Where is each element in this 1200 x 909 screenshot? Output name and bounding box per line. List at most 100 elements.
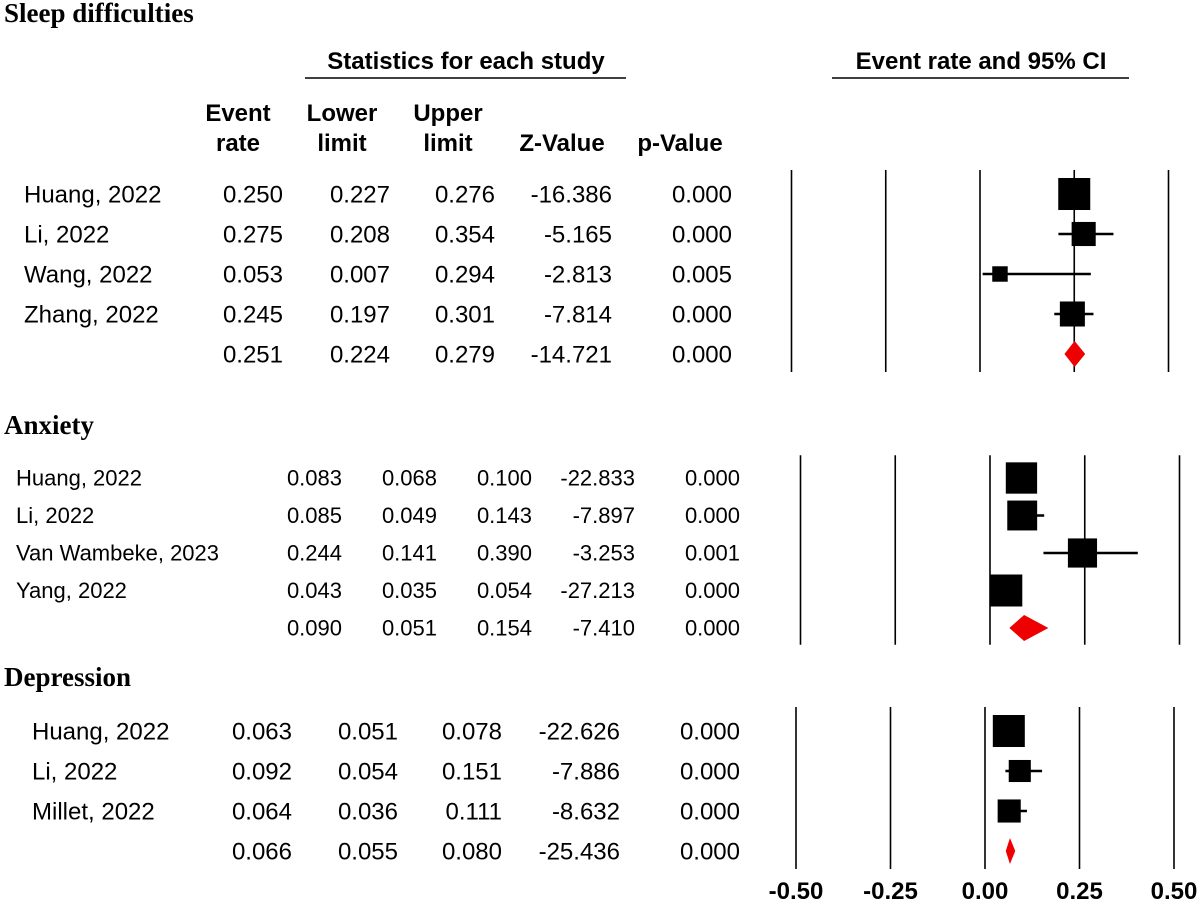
upper-limit-value: 0.279 — [435, 341, 495, 368]
lower-limit-value: 0.007 — [330, 261, 390, 288]
event-rate-value: 0.083 — [287, 466, 342, 491]
ci-header: Event rate and 95% CI — [856, 48, 1107, 75]
upper-limit-value: 0.151 — [442, 758, 502, 785]
lower-limit-value: 0.055 — [338, 838, 398, 865]
effect-marker — [1008, 759, 1031, 783]
upper-limit-value: 0.301 — [435, 301, 495, 328]
summary-diamond — [1064, 341, 1086, 367]
column-header-line1: Lower — [307, 100, 378, 127]
z-value: -7.886 — [552, 758, 620, 785]
x-tick-label: -0.25 — [863, 878, 918, 905]
column-header-line1: Upper — [413, 100, 482, 127]
lower-limit-value: 0.051 — [338, 718, 398, 745]
upper-limit-value: 0.054 — [477, 578, 532, 603]
study-name: Zhang, 2022 — [24, 301, 159, 328]
effect-marker — [1059, 301, 1085, 327]
event-rate-value: 0.043 — [287, 578, 342, 603]
effect-marker — [1067, 538, 1098, 568]
effect-marker — [992, 715, 1025, 747]
lower-limit-value: 0.227 — [330, 181, 390, 208]
study-name: Li, 2022 — [32, 758, 117, 785]
event-rate-value: 0.250 — [223, 181, 283, 208]
x-tick-label: 0.00 — [962, 878, 1009, 905]
event-rate-value: 0.251 — [223, 341, 283, 368]
p-value: 0.000 — [680, 758, 740, 785]
upper-limit-value: 0.111 — [446, 798, 503, 825]
lower-limit-value: 0.141 — [382, 541, 437, 566]
upper-limit-value: 0.390 — [477, 541, 532, 566]
z-value: -25.436 — [539, 838, 620, 865]
lower-limit-value: 0.208 — [330, 221, 390, 248]
study-name: Li, 2022 — [24, 221, 109, 248]
event-rate-value: 0.063 — [232, 718, 292, 745]
lower-limit-value: 0.054 — [338, 758, 398, 785]
column-header-line2: p-Value — [637, 130, 722, 157]
study-name: Li, 2022 — [16, 503, 94, 528]
column-header-line1: Event — [205, 100, 270, 127]
z-value: -14.721 — [531, 341, 612, 368]
panel-title: Depression — [4, 662, 131, 692]
p-value: 0.001 — [685, 541, 740, 566]
event-rate-value: 0.085 — [287, 503, 342, 528]
lower-limit-value: 0.224 — [330, 341, 390, 368]
effect-marker — [1007, 500, 1038, 531]
event-rate-value: 0.066 — [232, 838, 292, 865]
study-name: Huang, 2022 — [32, 718, 169, 745]
effect-marker — [1058, 178, 1091, 210]
z-value: -22.833 — [560, 466, 635, 491]
lower-limit-value: 0.035 — [382, 578, 437, 603]
p-value: 0.000 — [685, 503, 740, 528]
summary-diamond — [1009, 615, 1049, 641]
study-name: Wang, 2022 — [24, 261, 153, 288]
upper-limit-value: 0.354 — [435, 221, 495, 248]
p-value: 0.000 — [680, 798, 740, 825]
panel-title: Anxiety — [4, 410, 94, 440]
p-value: 0.000 — [685, 466, 740, 491]
lower-limit-value: 0.036 — [338, 798, 398, 825]
z-value: -16.386 — [531, 181, 612, 208]
upper-limit-value: 0.100 — [477, 466, 532, 491]
study-name: Van Wambeke, 2023 — [16, 541, 219, 566]
x-tick-label: -0.50 — [769, 878, 824, 905]
effect-marker — [992, 266, 1008, 282]
effect-marker — [990, 574, 1023, 607]
p-value: 0.000 — [680, 718, 740, 745]
effect-marker — [1005, 462, 1038, 494]
z-value: -8.632 — [552, 798, 620, 825]
effect-marker — [997, 799, 1021, 823]
p-value: 0.000 — [685, 616, 740, 641]
p-value: 0.000 — [672, 301, 732, 328]
upper-limit-value: 0.294 — [435, 261, 495, 288]
event-rate-value: 0.064 — [232, 798, 292, 825]
x-tick-label: 0.50 — [1151, 878, 1198, 905]
panel-title: Sleep difficulties — [4, 0, 194, 28]
event-rate-value: 0.244 — [287, 541, 342, 566]
column-header-line2: Z-Value — [519, 130, 604, 157]
x-tick-label: 0.25 — [1056, 878, 1103, 905]
event-rate-value: 0.245 — [223, 301, 283, 328]
study-name: Yang, 2022 — [16, 578, 127, 603]
upper-limit-value: 0.143 — [477, 503, 532, 528]
effect-marker — [1071, 221, 1096, 247]
z-value: -22.626 — [539, 718, 620, 745]
lower-limit-value: 0.051 — [382, 616, 437, 641]
p-value: 0.005 — [672, 261, 732, 288]
column-header-line2: limit — [423, 130, 472, 157]
z-value: -3.253 — [573, 541, 635, 566]
z-value: -5.165 — [544, 221, 612, 248]
z-value: -7.897 — [573, 503, 635, 528]
event-rate-value: 0.092 — [232, 758, 292, 785]
lower-limit-value: 0.068 — [382, 466, 437, 491]
column-header-line2: rate — [216, 130, 260, 157]
upper-limit-value: 0.078 — [442, 718, 502, 745]
study-name: Huang, 2022 — [16, 466, 142, 491]
event-rate-value: 0.090 — [287, 616, 342, 641]
p-value: 0.000 — [672, 181, 732, 208]
p-value: 0.000 — [680, 838, 740, 865]
study-name: Huang, 2022 — [24, 181, 161, 208]
p-value: 0.000 — [672, 341, 732, 368]
event-rate-value: 0.275 — [223, 221, 283, 248]
stats-header: Statistics for each study — [327, 48, 605, 75]
z-value: -7.814 — [544, 301, 612, 328]
